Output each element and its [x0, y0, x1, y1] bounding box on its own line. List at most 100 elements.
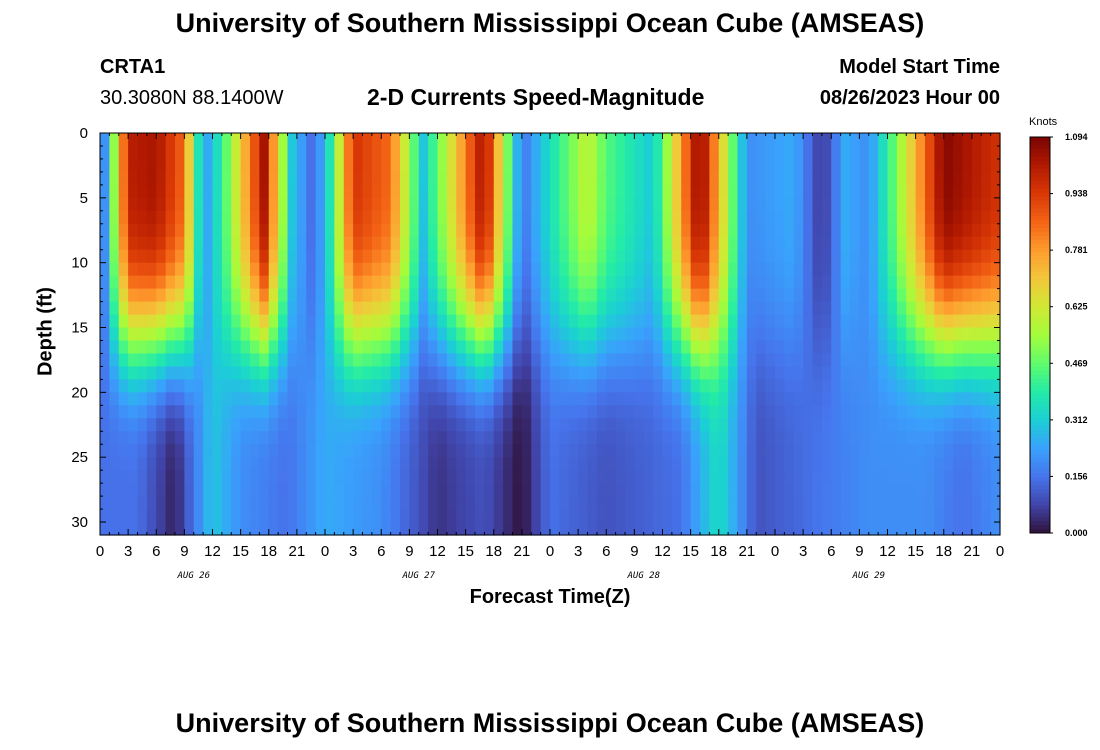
heatmap-cell [859, 392, 870, 406]
heatmap-cell [550, 509, 560, 523]
heatmap-cell [456, 340, 467, 355]
heatmap-cell [268, 184, 279, 199]
heatmap-cell [296, 418, 307, 432]
heatmap-cell [812, 483, 823, 497]
y-tick-label: 5 [80, 190, 88, 207]
heatmap-cell [793, 275, 804, 290]
heatmap-cell [915, 496, 926, 510]
heatmap-cell [681, 379, 692, 393]
heatmap-cell [493, 509, 504, 523]
heatmap-cell [306, 301, 317, 316]
heatmap-cell [437, 522, 448, 536]
heatmap-cell [671, 223, 682, 238]
heatmap-cell [934, 262, 945, 277]
heatmap-cell [193, 236, 204, 251]
heatmap-cell [212, 223, 223, 238]
heatmap-cell [493, 366, 504, 380]
heatmap-cell [334, 197, 345, 212]
heatmap-cell [606, 405, 617, 419]
heatmap-cell [756, 379, 767, 393]
heatmap-cell [568, 379, 579, 393]
heatmap-cell [493, 249, 504, 264]
heatmap-cell [512, 522, 523, 536]
heatmap-cell [390, 288, 401, 303]
heatmap-cell [793, 496, 804, 510]
heatmap-cell [231, 522, 242, 536]
heatmap-cell [859, 301, 870, 316]
heatmap-cell [193, 301, 204, 316]
heatmap-cell [596, 483, 607, 497]
heatmap-cell [643, 197, 654, 212]
heatmap-cell [296, 392, 307, 406]
heatmap-cell [803, 301, 814, 316]
heatmap-cell [278, 249, 289, 264]
heatmap-cell [596, 405, 607, 419]
heatmap-cell [184, 522, 195, 536]
heatmap-cell [184, 210, 195, 225]
heatmap-cell [484, 158, 495, 173]
heatmap-cell [578, 133, 589, 147]
heatmap-cell [728, 418, 739, 432]
heatmap-cell [109, 483, 120, 497]
heatmap-cell [250, 158, 260, 173]
heatmap-cell [362, 405, 373, 419]
heatmap-cell [868, 431, 879, 445]
heatmap-cell [156, 509, 167, 523]
heatmap-cell [709, 133, 720, 147]
heatmap-cell [493, 379, 504, 393]
heatmap-cell [662, 483, 673, 497]
heatmap-cell [512, 340, 523, 355]
heatmap-cell [803, 275, 814, 290]
heatmap-cell [165, 288, 176, 303]
colorbar-swatch [1030, 315, 1050, 320]
heatmap-cell [990, 379, 1001, 393]
heatmap-cell [868, 379, 879, 393]
heatmap-cell [465, 405, 476, 419]
heatmap-cell [521, 379, 532, 393]
heatmap-cell [953, 145, 964, 160]
heatmap-cell [165, 444, 176, 458]
heatmap-cell [250, 340, 260, 355]
heatmap-cell [362, 431, 373, 445]
heatmap-cell [418, 431, 429, 445]
heatmap-cell [615, 470, 626, 484]
heatmap-cell [428, 262, 439, 277]
heatmap-cell [915, 340, 926, 355]
heatmap-cell [746, 236, 757, 251]
heatmap-cell [840, 470, 851, 484]
heatmap-cell [746, 184, 757, 199]
heatmap-cell [175, 366, 185, 380]
heatmap-cell [146, 496, 157, 510]
heatmap-cell [868, 314, 879, 329]
heatmap-cell [587, 314, 598, 329]
heatmap-cell [278, 470, 289, 484]
heatmap-cell [156, 301, 167, 316]
heatmap-cell [193, 223, 204, 238]
heatmap-cell [231, 418, 242, 432]
heatmap-cell [493, 262, 504, 277]
heatmap-cell [643, 405, 654, 419]
heatmap-cell [775, 301, 785, 316]
heatmap-cell [278, 301, 289, 316]
heatmap-cell [962, 275, 973, 290]
heatmap-cell [287, 288, 298, 303]
heatmap-cell [887, 496, 898, 510]
heatmap-cell [671, 171, 682, 186]
heatmap-cell [859, 184, 870, 199]
heatmap-cell [971, 288, 982, 303]
heatmap-cell [653, 522, 664, 536]
heatmap-cell [840, 509, 851, 523]
heatmap-cell [250, 275, 260, 290]
heatmap-cell [615, 340, 626, 355]
heatmap-cell [943, 145, 954, 160]
heatmap-cell [334, 236, 345, 251]
heatmap-cell [306, 470, 317, 484]
heatmap-cell [128, 262, 139, 277]
heatmap-cell [718, 379, 729, 393]
heatmap-cell [625, 496, 635, 510]
heatmap-cell [737, 405, 748, 419]
heatmap-cell [484, 301, 495, 316]
heatmap-cell [540, 133, 551, 147]
heatmap-cell [887, 379, 898, 393]
heatmap-cell [371, 197, 382, 212]
